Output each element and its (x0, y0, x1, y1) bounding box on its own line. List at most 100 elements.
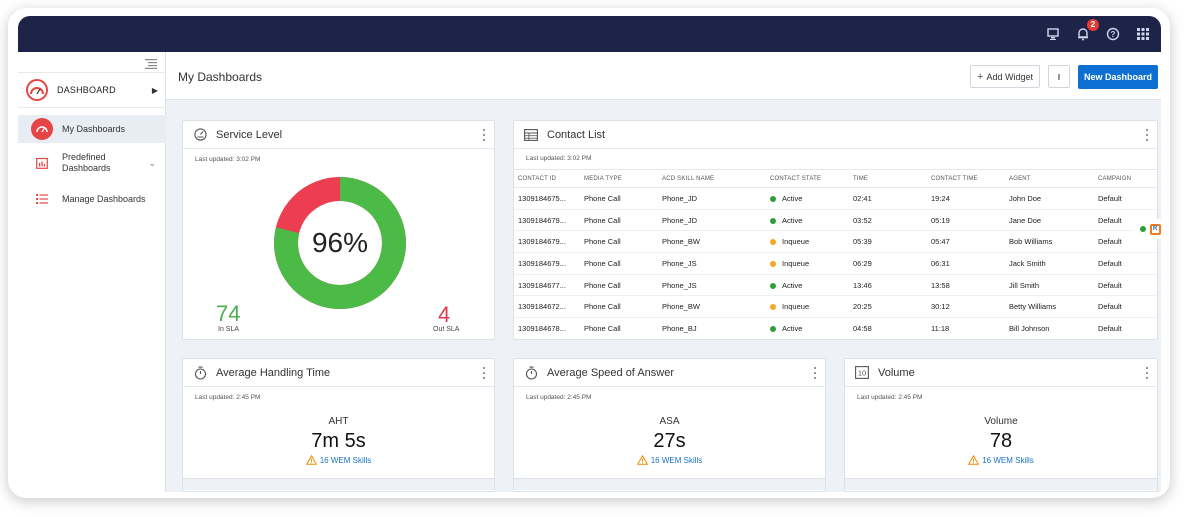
column-header[interactable]: AGENT (1005, 169, 1094, 188)
list-icon (31, 188, 53, 210)
state-cell: Active (766, 187, 849, 210)
contact-id-cell: 1309184677... (514, 274, 580, 297)
table-row[interactable]: 1309184675... Phone Call Phone_JD Active 02:… (514, 187, 1157, 210)
sidebar-item-label: My Dashboards (62, 123, 126, 134)
more-options-button[interactable] (1048, 65, 1070, 88)
state-cell: Inqueue (766, 252, 849, 275)
state-label: Active (782, 193, 803, 203)
apps-grid-icon[interactable] (1135, 26, 1151, 42)
wem-skills-link[interactable]: 16 WEM Skills (845, 455, 1157, 465)
campaign-cell: Default (1094, 187, 1157, 210)
collapse-sidebar-icon[interactable] (145, 56, 157, 69)
state-dot-icon (770, 217, 776, 224)
help-icon[interactable]: ? (1105, 26, 1121, 42)
media-type-cell: Phone Call (580, 317, 658, 339)
bell-icon[interactable]: 2 (1075, 19, 1099, 42)
add-widget-label: Add Widget (986, 71, 1033, 82)
add-widget-button[interactable]: + Add Widget (970, 65, 1040, 88)
table-row[interactable]: 1309184679... Phone Call Phone_JS Inqueue 06… (514, 252, 1157, 275)
column-header[interactable]: CONTACT ID (514, 169, 580, 188)
skill-cell: Phone_BJ (658, 317, 766, 339)
wem-skills-link[interactable]: 16 WEM Skills (514, 455, 825, 465)
widget-title: Average Handling Time (216, 366, 331, 379)
column-header[interactable]: CONTACT TIME (927, 169, 1005, 188)
widget-menu-icon[interactable] (813, 367, 817, 379)
time-cell: 03:52 (849, 209, 927, 232)
state-cell: Active (766, 274, 849, 297)
widget-menu-icon[interactable] (1145, 129, 1149, 141)
service-level-widget: Service Level Last updated: 3:02 PM 96% … (182, 120, 495, 340)
table-body: 1309184675... Phone Call Phone_JD Active 02:… (514, 187, 1157, 339)
chevron-down-icon[interactable]: ⌄ (148, 157, 156, 168)
skill-cell: Phone_BW (658, 295, 766, 319)
wem-skills-text: 16 WEM Skills (982, 455, 1034, 465)
state-cell: Inqueue (766, 295, 849, 319)
out-sla-count: 4 (438, 302, 451, 327)
skill-cell: Phone_BW (658, 230, 766, 254)
state-dot-icon (770, 195, 776, 202)
sidebar-item-manage-dashboards[interactable]: Manage Dashboards (18, 187, 166, 211)
monitor-icon[interactable] (1045, 26, 1061, 42)
time-cell: 06:29 (849, 252, 927, 275)
contact-time-cell: 30:12 (927, 295, 1005, 319)
metric-label: AHT (328, 416, 349, 427)
metric-value: 7m 5s (311, 430, 366, 452)
stopwatch-icon (193, 366, 207, 380)
table-row[interactable]: 1309184677... Phone Call Phone_JS Active 13:… (514, 274, 1157, 297)
campaign-cell: Default (1094, 252, 1157, 275)
table-row[interactable]: 1309184679... Phone Call Phone_JD Active 03:… (514, 209, 1157, 232)
column-header[interactable]: CAMPAIGN (1094, 169, 1157, 188)
wem-skills-text: 16 WEM Skills (650, 455, 703, 465)
contact-table: CONTACT ID MEDIA TYPE ACD SKILL NAME CON… (514, 169, 1157, 339)
contact-list-widget: Contact List Last updated: 3:02 PM CONTA… (513, 120, 1158, 340)
agent-cell: Jane Doe (1005, 209, 1094, 232)
sidebar-item-my-dashboards[interactable]: My Dashboards (18, 115, 166, 143)
campaign-cell: Default (1094, 295, 1157, 319)
table-row[interactable]: 1309184679... Phone Call Phone_BW Inqueue 05… (514, 230, 1157, 254)
state-dot-icon (770, 260, 776, 267)
new-dashboard-button[interactable]: New Dashboard (1078, 65, 1158, 89)
column-header[interactable]: CONTACT STATE (766, 169, 849, 188)
sidebar-item-predefined-dashboards[interactable]: Predefined Dashboards ⌄ (18, 148, 166, 178)
column-header[interactable]: TIME (849, 169, 927, 188)
widget-header: Service Level (183, 121, 494, 149)
column-header[interactable]: ACD SKILL NAME (658, 169, 766, 188)
widget-menu-icon[interactable] (1145, 367, 1149, 379)
widget-menu-icon[interactable] (482, 367, 486, 379)
time-cell: 04:58 (849, 317, 927, 339)
dashboard-gauge-icon (31, 118, 53, 140)
state-label: Inqueue (782, 258, 810, 268)
sidebar-item-label: Manage Dashboards (62, 193, 146, 204)
table-row[interactable]: 1309184672... Phone Call Phone_BW Inqueue 20… (514, 295, 1157, 319)
wem-skills-link[interactable]: 16 WEM Skills (183, 455, 494, 465)
column-header[interactable]: MEDIA TYPE (580, 169, 658, 188)
last-updated: Last updated: 2:45 PM (526, 394, 592, 401)
contact-id-cell: 1309184679... (514, 252, 580, 275)
table-row[interactable]: 1309184678... Phone Call Phone_BJ Active 04:… (514, 317, 1157, 339)
agent-cell: Betty Williams (1005, 295, 1094, 319)
in-sla-count: 74 (216, 301, 241, 326)
dashboard-selector[interactable]: DASHBOARD ▶ (18, 72, 166, 108)
status-widget[interactable]: R (1133, 219, 1167, 239)
page-header: My Dashboards + Add Widget New Dashboard (166, 52, 1161, 100)
table-header-row: CONTACT ID MEDIA TYPE ACD SKILL NAME CON… (514, 169, 1157, 188)
state-dot-icon (770, 239, 776, 246)
media-type-cell: Phone Call (580, 187, 658, 210)
contact-time-cell: 06:31 (927, 252, 1005, 275)
out-sla-label: Out SLA (433, 326, 460, 333)
page-title: My Dashboards (178, 70, 263, 84)
widget-menu-icon[interactable] (482, 129, 486, 141)
contact-time-cell: 13:58 (927, 274, 1005, 297)
widget-title: Contact List (547, 128, 606, 141)
widget-header: Contact List (514, 121, 1157, 149)
agent-cell: John Doe (1005, 187, 1094, 210)
online-status-icon (1139, 226, 1146, 232)
agent-cell: Jill Smith (1005, 274, 1094, 297)
state-cell: Active (766, 317, 849, 339)
widget-header: Average Speed of Answer (514, 359, 825, 387)
contact-id-cell: 1309184679... (514, 230, 580, 254)
metric-value: 27s (653, 430, 686, 452)
widget-title: Average Speed of Answer (547, 366, 674, 379)
kebab-icon (1058, 73, 1060, 80)
media-type-cell: Phone Call (580, 252, 658, 275)
